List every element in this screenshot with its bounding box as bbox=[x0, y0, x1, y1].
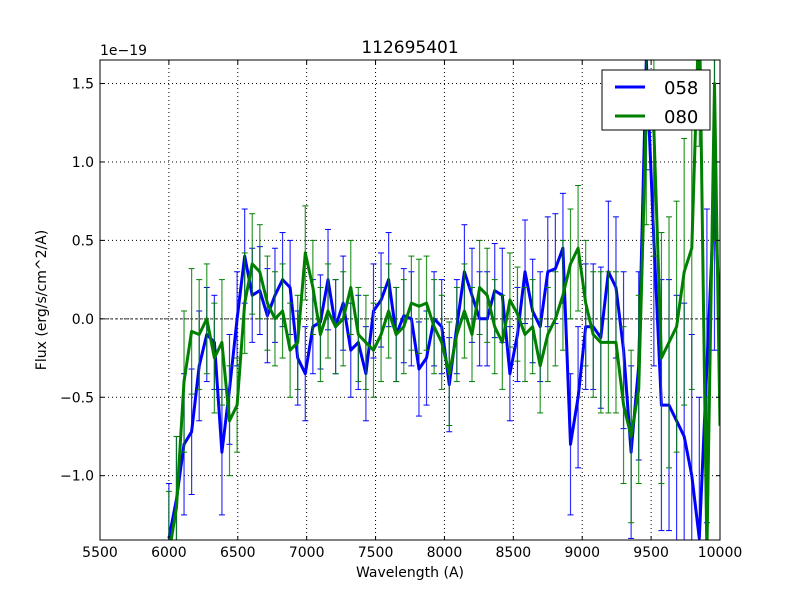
y-tick-label: −0.5 bbox=[60, 390, 94, 406]
x-axis-label: Wavelength (A) bbox=[356, 565, 464, 581]
y-axis-label: Flux (erg/s/cm^2/A) bbox=[34, 230, 50, 370]
y-offset-text: 1e−19 bbox=[100, 43, 147, 59]
x-tick-label: 8000 bbox=[427, 545, 463, 561]
x-tick-label: 7000 bbox=[289, 545, 325, 561]
y-tick-label: 1.5 bbox=[72, 77, 94, 93]
y-tick-label: 0.0 bbox=[72, 312, 94, 328]
x-tick-label: 10000 bbox=[698, 545, 743, 561]
y-tick-label: 0.5 bbox=[72, 233, 94, 249]
legend-label-058: 058 bbox=[664, 78, 698, 99]
x-tick-label: 5500 bbox=[82, 545, 118, 561]
plot-area bbox=[100, 60, 720, 540]
y-tick-label: −1.0 bbox=[60, 469, 94, 485]
x-tick-label: 6000 bbox=[151, 545, 187, 561]
x-tick-label: 8500 bbox=[496, 545, 532, 561]
ticks: 5500 6000 6500 7000 7500 8000 8500 9000 9500 1000… bbox=[60, 60, 742, 561]
series-line-080 bbox=[169, 60, 720, 540]
x-tick-label: 9000 bbox=[564, 545, 600, 561]
x-tick-label: 9500 bbox=[633, 545, 669, 561]
y-tick-label: 1.0 bbox=[72, 155, 94, 171]
chart-title: 112695401 bbox=[361, 38, 458, 58]
legend: 058 080 bbox=[601, 69, 711, 131]
x-tick-label: 6500 bbox=[220, 545, 256, 561]
plot-frame bbox=[99, 59, 721, 541]
x-tick-label: 7500 bbox=[358, 545, 394, 561]
legend-label-080: 080 bbox=[664, 107, 698, 128]
legend-box bbox=[601, 69, 711, 131]
